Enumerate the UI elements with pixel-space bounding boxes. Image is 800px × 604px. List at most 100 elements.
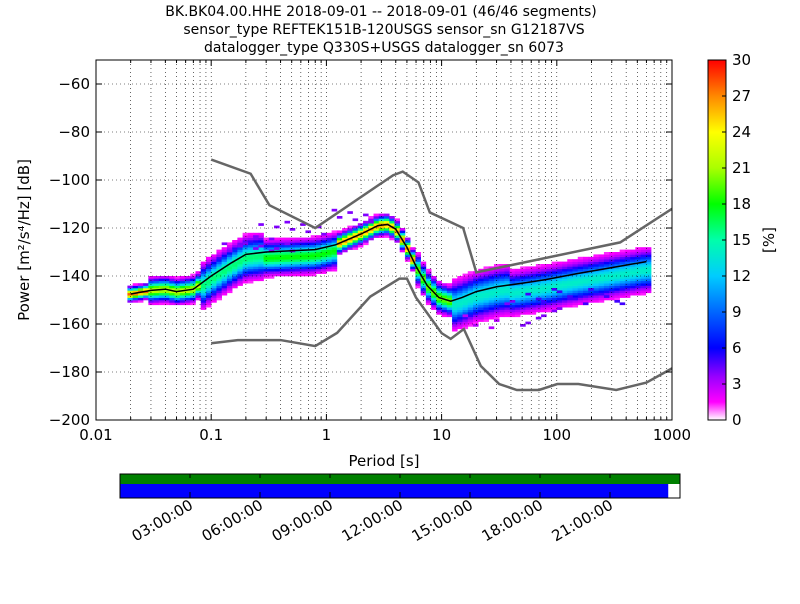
pdf-cell xyxy=(247,247,254,250)
pdf-cell xyxy=(499,312,505,315)
pdf-cell xyxy=(357,240,364,243)
pdf-cell xyxy=(185,283,191,286)
pdf-cell xyxy=(473,312,479,315)
pdf-cell xyxy=(258,273,264,277)
pdf-cell xyxy=(446,292,453,296)
pdf-cell xyxy=(153,285,160,289)
pdf-cell xyxy=(488,300,495,303)
pdf-cell xyxy=(404,242,411,246)
pdf-cell xyxy=(640,254,647,258)
pdf-cell xyxy=(148,280,154,284)
pdf-cell xyxy=(572,280,579,284)
pdf-cell xyxy=(331,261,338,265)
pdf-cell xyxy=(436,300,442,303)
pdf-cell xyxy=(274,240,280,243)
pdf-cell xyxy=(436,312,442,315)
pdf-cell xyxy=(598,254,605,258)
pdf-cell xyxy=(378,218,385,222)
pdf-cell xyxy=(635,273,641,277)
pdf-cell xyxy=(441,292,448,296)
pdf-cell xyxy=(211,288,217,291)
colorbar-tick-label: 0 xyxy=(732,411,742,429)
pdf-cell xyxy=(582,288,589,291)
pdf-cell xyxy=(221,280,228,284)
pdf-cell xyxy=(164,283,170,286)
pdf-cell xyxy=(483,271,490,274)
pdf-cell xyxy=(499,302,505,306)
noise-models xyxy=(210,158,672,392)
pdf-cell xyxy=(525,295,531,298)
pdf-cell xyxy=(237,278,243,282)
pdf-cell xyxy=(294,256,301,260)
pdf-cell xyxy=(473,288,479,291)
plot-frame xyxy=(95,59,673,421)
pdf-cell xyxy=(509,276,516,279)
pdf-cell xyxy=(452,290,458,294)
pdf-cell xyxy=(237,283,243,286)
time-tick-label: 15:00:00 xyxy=(409,496,476,545)
pdf-cell xyxy=(258,264,264,267)
pdf-cell xyxy=(300,237,306,241)
pdf-cell xyxy=(289,247,296,250)
pdf-cell xyxy=(195,295,202,298)
pdf-cell xyxy=(493,297,500,301)
pdf-cell xyxy=(436,292,442,296)
pdf-cell xyxy=(253,268,259,272)
pdf-outlier-cell xyxy=(284,242,291,246)
data-coverage-bar xyxy=(120,474,680,484)
pdf-cell xyxy=(284,244,291,248)
pdf-cell xyxy=(567,304,573,308)
pdf-cell xyxy=(310,271,317,274)
y-axis-ticks: −200−180−160−140−120−100−80−60 xyxy=(49,75,672,429)
pdf-outlier-cell xyxy=(368,220,374,224)
pdf-cell xyxy=(415,273,421,277)
pdf-cell xyxy=(326,268,332,272)
pdf-cell xyxy=(488,292,495,296)
pdf-cell xyxy=(404,237,411,241)
pdf-cell xyxy=(200,285,207,289)
pdf-cell xyxy=(404,254,411,258)
pdf-cell xyxy=(582,276,589,279)
pdf-cell xyxy=(514,271,521,274)
pdf-cell xyxy=(520,304,526,308)
pdf-cell xyxy=(242,237,249,241)
pdf-cell xyxy=(158,297,165,301)
pdf-cell xyxy=(624,288,631,291)
pdf-cell xyxy=(504,278,510,282)
pdf-cell xyxy=(535,278,542,282)
pdf-cell xyxy=(457,278,463,282)
pdf-cell xyxy=(546,297,552,301)
pdf-cell xyxy=(609,285,615,289)
pdf-cell xyxy=(619,290,626,294)
pdf-cell xyxy=(520,283,526,286)
pdf-cell xyxy=(478,314,484,318)
pdf-cell xyxy=(645,276,652,279)
pdf-cell xyxy=(488,295,495,298)
pdf-cell xyxy=(300,259,306,262)
pdf-cell xyxy=(473,276,479,279)
pdf-cell xyxy=(630,261,636,265)
pdf-cell xyxy=(493,276,500,279)
pdf-heatmap xyxy=(127,208,652,332)
pdf-cell xyxy=(441,285,448,289)
pdf-cell xyxy=(247,249,254,253)
pdf-cell xyxy=(289,261,296,265)
pdf-cell xyxy=(179,276,186,279)
pdf-cell xyxy=(232,276,238,279)
pdf-cell xyxy=(237,259,243,262)
pdf-cell xyxy=(158,280,165,284)
pdf-cell xyxy=(415,254,421,258)
pdf-cell xyxy=(630,266,636,270)
pdf-cell xyxy=(363,225,369,229)
pdf-cell xyxy=(321,237,327,241)
pdf-cell xyxy=(457,326,463,330)
pdf-cell xyxy=(509,271,516,274)
pdf-cell xyxy=(572,261,579,265)
pdf-cell xyxy=(305,254,311,258)
pdf-cell xyxy=(499,264,505,267)
pdf-cell xyxy=(342,249,348,253)
pdf-cell xyxy=(614,261,620,265)
pdf-cell xyxy=(258,249,264,253)
pdf-cell xyxy=(624,290,631,294)
pdf-cell xyxy=(310,242,317,246)
